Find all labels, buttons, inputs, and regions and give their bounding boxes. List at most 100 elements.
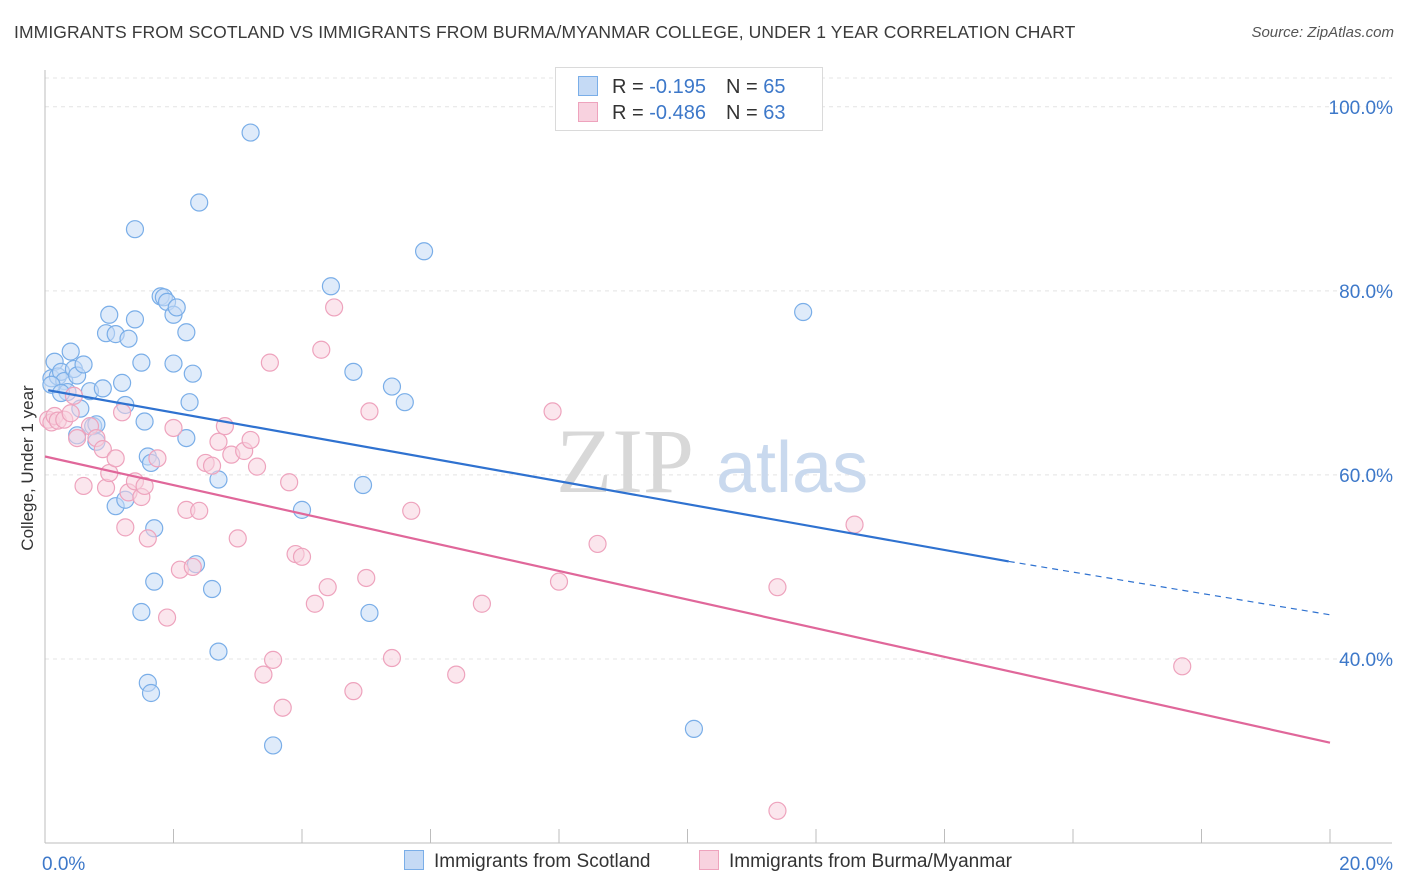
legend-r-label: R = [612,102,650,124]
legend-swatch-scotland [404,850,424,870]
burma-point [325,298,344,317]
y-tick-label: 100.0% [1329,98,1394,119]
scotland-point [177,323,196,342]
burma-point [344,682,363,701]
source-label: Source: ZipAtlas.com [1251,24,1394,41]
burma-point [292,547,312,566]
scotland-point [395,393,414,412]
burma-point [1173,657,1192,676]
burma-point [588,534,607,554]
legend-r-value: -0.486 [649,102,706,124]
burma-point [447,665,466,684]
burma-point [263,650,283,669]
burma-point [312,340,331,359]
burma-point [135,476,154,496]
burma-point [228,529,247,548]
burma-point [241,430,260,450]
burma-point [273,698,292,717]
scotland-point [145,572,164,591]
burma-point [93,440,112,459]
scotland-point [167,298,186,317]
burma-point [183,557,202,577]
legend-n-value: 63 [763,102,786,124]
tick-labels: 40.0% 60.0% 80.0% 100.0% 0.0% 20.0% [42,98,1393,875]
scotland-point [382,377,402,396]
burma-point [549,572,569,591]
legend-n-value: 65 [763,76,786,98]
burma-point [209,432,228,451]
burma-point [74,476,93,496]
scotland-point [241,123,260,142]
burma-point [148,449,167,468]
burma-point [157,608,177,627]
scotland-point [684,719,704,738]
scotland-point [100,305,119,324]
scotland-point [135,412,154,431]
burma-point [357,568,376,588]
scotland-point [74,355,93,374]
burma-point [138,529,157,548]
legend-row-scotland: R = -0.195 N = 65 [578,76,785,100]
legend-label-burma: Immigrants from Burma/Myanmar [729,851,1012,872]
scotland-point [414,242,434,261]
burma-point [402,501,421,520]
chart-title: IMMIGRANTS FROM SCOTLAND VS IMMIGRANTS F… [14,22,1076,42]
scotland-point [112,373,132,392]
data-points [39,123,1192,820]
scotland-point [125,310,145,329]
scotland-point [209,642,228,661]
legend-r-label: R = [612,76,650,98]
scotland-point [353,475,373,495]
legend-item-burma[interactable]: Immigrants from Burma/Myanmar [699,850,1012,873]
y-tick-label: 60.0% [1339,466,1393,487]
scotland-trend-extension [1008,560,1331,616]
burma-point [318,578,337,597]
burma-point [202,456,222,475]
scotland-point [119,329,138,348]
scotland-point [177,428,196,448]
y-tick-label: 40.0% [1339,650,1393,671]
burma-trend-line [44,455,1331,744]
x-tick-label: 20.0% [1339,854,1393,875]
y-tick-label: 80.0% [1339,282,1393,303]
burma-point [845,515,864,534]
scotland-point [183,364,202,383]
burma-point [116,518,135,537]
burma-point [106,449,125,468]
burma-point [280,473,299,492]
burma-point [190,501,209,520]
watermark: ZIP atlas [556,410,868,512]
scotland-point [61,342,80,361]
legend-label-scotland: Immigrants from Scotland [434,851,651,872]
burma-point [768,801,787,820]
grid-lines [45,77,1392,660]
legend-item-scotland[interactable]: Immigrants from Scotland [404,850,650,873]
legend-n-label: N = [725,102,764,124]
burma-point [247,457,267,476]
scotland-point [93,379,112,398]
scotland-trend-line [48,389,1009,563]
burma-point [61,404,80,423]
burma-point [112,403,132,422]
burma-point [96,478,116,497]
scotland-point [263,736,283,755]
burma-point [472,594,491,613]
legend-n-label: N = [725,76,764,98]
scotland-point [344,362,363,381]
burma-point [382,648,402,668]
burma-point [68,428,87,448]
legend-swatch-burma [578,102,598,122]
scotland-point [132,602,151,622]
burma-point [543,402,562,421]
burma-point [164,418,183,438]
burma-point [360,402,379,421]
scotland-point [794,302,813,322]
scotland-point [321,277,341,296]
scotland-point [180,393,199,412]
scotland-point [190,193,209,212]
legend-row-burma: R = -0.486 N = 63 [578,102,785,126]
x-tick-label: 0.0% [42,854,85,875]
burma-point [260,353,279,372]
scotland-point [132,353,151,372]
